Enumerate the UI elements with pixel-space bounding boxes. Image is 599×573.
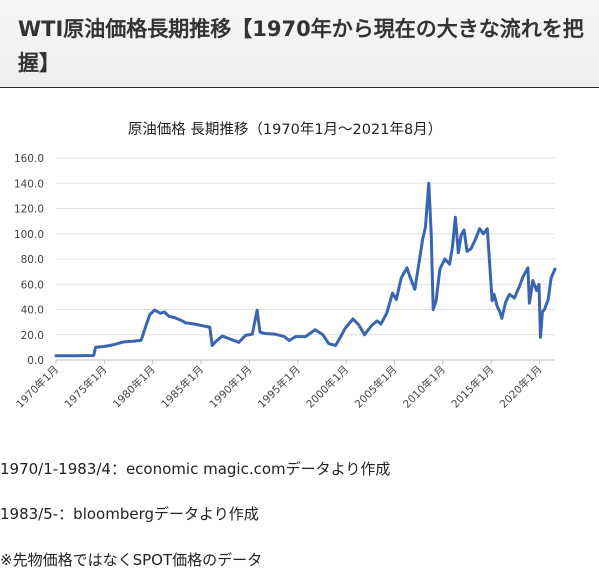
x-tick-label: 2020年1月 bbox=[497, 363, 545, 411]
x-axis-ticks: 1970年1月 1975年1月 1980年1月 1985年1月 1990年1月 1995年… bbox=[13, 360, 545, 411]
y-tick-label: 140.0 bbox=[14, 178, 44, 190]
x-tick-label: 2015年1月 bbox=[449, 363, 497, 411]
x-tick-label: 1980年1月 bbox=[110, 363, 158, 411]
remark-note: ※先物価格ではなくSPOT価格のデータ bbox=[0, 551, 263, 569]
x-tick-label: 1995年1月 bbox=[255, 363, 303, 411]
y-tick-label: 20.0 bbox=[21, 330, 44, 342]
x-tick-label: 1970年1月 bbox=[13, 363, 61, 411]
y-tick-label: 0.0 bbox=[27, 355, 44, 367]
y-tick-label: 80.0 bbox=[21, 254, 44, 266]
chart-gridlines bbox=[56, 157, 555, 361]
chart-title: 原油価格 長期推移（1970年1月～2021年8月） bbox=[128, 121, 442, 138]
y-tick-label: 60.0 bbox=[21, 279, 44, 291]
x-tick-label: 1985年1月 bbox=[159, 363, 207, 411]
chart-svg: 原油価格 長期推移（1970年1月～2021年8月） 0.0 20.0 40.0 60… bbox=[13, 121, 557, 411]
x-tick-label: 2000年1月 bbox=[304, 363, 352, 411]
article-title: WTI原油価格長期推移【1970年から現在の大きな流れを把握】 bbox=[18, 17, 584, 75]
y-tick-label: 100.0 bbox=[14, 229, 44, 241]
x-tick-label: 2010年1月 bbox=[400, 363, 448, 411]
y-tick-label: 160.0 bbox=[14, 153, 44, 165]
x-tick-label: 1990年1月 bbox=[207, 363, 255, 411]
price-chart: 原油価格 長期推移（1970年1月～2021年8月） 0.0 20.0 40.0 60… bbox=[0, 108, 599, 438]
series-line-wti-price bbox=[54, 181, 557, 358]
y-axis-ticks: 0.0 20.0 40.0 60.0 80.0 100.0 120.0 140.0 160.0 bbox=[14, 153, 44, 367]
article-header: WTI原油価格長期推移【1970年から現在の大きな流れを把握】 bbox=[0, 0, 599, 88]
y-tick-label: 40.0 bbox=[21, 305, 44, 317]
y-tick-label: 120.0 bbox=[14, 204, 44, 216]
source-note-1: 1970/1-1983/4：economic magic.comデータより作成 bbox=[0, 460, 391, 478]
source-note-2: 1983/5-：bloombergデータより作成 bbox=[0, 505, 259, 523]
x-tick-label: 2005年1月 bbox=[352, 363, 400, 411]
x-tick-label: 1975年1月 bbox=[62, 363, 110, 411]
